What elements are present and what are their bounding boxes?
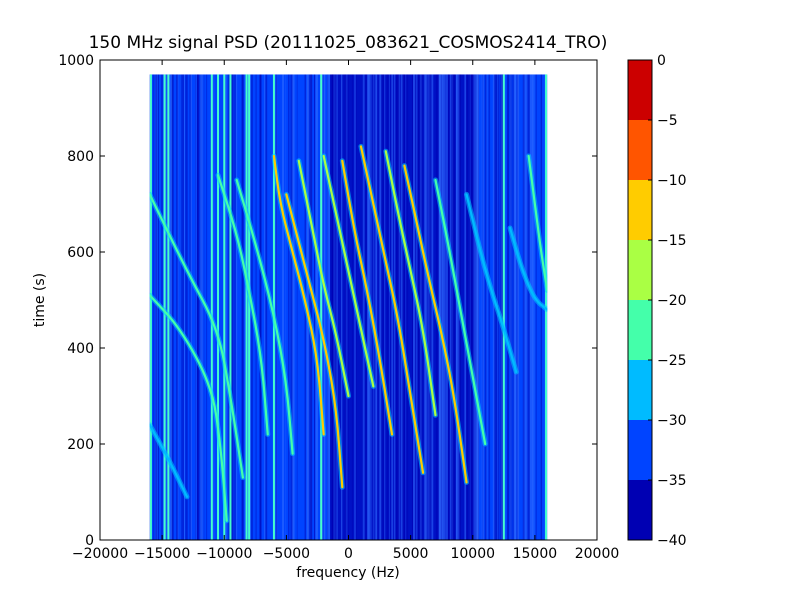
colorbar-segment	[628, 420, 652, 480]
doppler-track	[508, 226, 548, 311]
colorbar-segment	[628, 180, 652, 240]
doppler-track	[403, 164, 468, 484]
doppler-track	[149, 193, 244, 479]
plot-area: −20000 −15000 −10000 −5000 0 5000 10000 15000 20…	[58, 53, 619, 562]
colorbar: −40 −35 −30 −25 −20 −15 −10 −5 0	[627, 53, 687, 549]
doppler-track	[434, 178, 487, 446]
x-tick-label: 0	[344, 546, 353, 562]
doppler-track	[149, 423, 189, 498]
y-tick-label: 200	[67, 437, 94, 453]
doppler-track	[322, 154, 375, 388]
doppler-tracks	[149, 143, 548, 524]
colorbar-tick-label: −40	[657, 533, 687, 549]
doppler-track	[297, 159, 350, 398]
y-axis-ticks: 0 200 400 600 800 1000	[58, 53, 597, 549]
y-tick-label: 600	[67, 245, 94, 261]
x-tick-label: −5000	[263, 546, 310, 562]
x-tick-label: 15000	[513, 546, 558, 562]
colorbar-segment	[628, 240, 652, 300]
y-tick-label: 0	[85, 533, 94, 549]
x-tick-label: 10000	[450, 546, 495, 562]
y-axis-label: time (s)	[32, 273, 48, 327]
x-tick-label: −20000	[72, 546, 128, 562]
spectrogram-field	[149, 74, 548, 541]
doppler-track	[216, 174, 269, 436]
x-axis-ticks: −20000 −15000 −10000 −5000 0 5000 10000 15000 20…	[72, 60, 619, 562]
colorbar-tick-label: −5	[657, 113, 678, 129]
x-tick-label: −10000	[196, 546, 252, 562]
colorbar-segment	[628, 120, 652, 180]
colorbar-tick-label: −20	[657, 293, 687, 309]
doppler-track	[235, 178, 294, 455]
y-tick-label: 1000	[58, 53, 94, 69]
colorbar-tick-label: −35	[657, 473, 687, 489]
colorbar-segment	[628, 360, 652, 420]
colorbar-segment	[628, 60, 652, 120]
colorbar-tick-label: −25	[657, 353, 687, 369]
colorbar-tick-label: −15	[657, 233, 687, 249]
colorbar-segment	[628, 300, 652, 360]
colorbar-segment	[628, 480, 652, 540]
x-tick-label: −15000	[134, 546, 190, 562]
doppler-track	[359, 145, 425, 474]
y-tick-label: 800	[67, 149, 94, 165]
colorbar-tick-label: −30	[657, 413, 687, 429]
y-tick-label: 400	[67, 341, 94, 357]
doppler-track	[285, 193, 344, 489]
doppler-track	[272, 154, 325, 436]
x-axis-label: frequency (Hz)	[296, 565, 399, 581]
colorbar-tick-label: 0	[657, 53, 666, 69]
chart-title: 150 MHz signal PSD (20111025_083621_COSM…	[89, 33, 608, 53]
doppler-track	[527, 154, 548, 292]
doppler-track	[384, 150, 437, 417]
doppler-track	[465, 193, 518, 374]
doppler-track	[149, 294, 228, 522]
x-tick-label: 5000	[393, 546, 429, 562]
doppler-track	[341, 159, 394, 436]
colorbar-tick-label: −10	[657, 173, 687, 189]
x-tick-label: 20000	[575, 546, 620, 562]
